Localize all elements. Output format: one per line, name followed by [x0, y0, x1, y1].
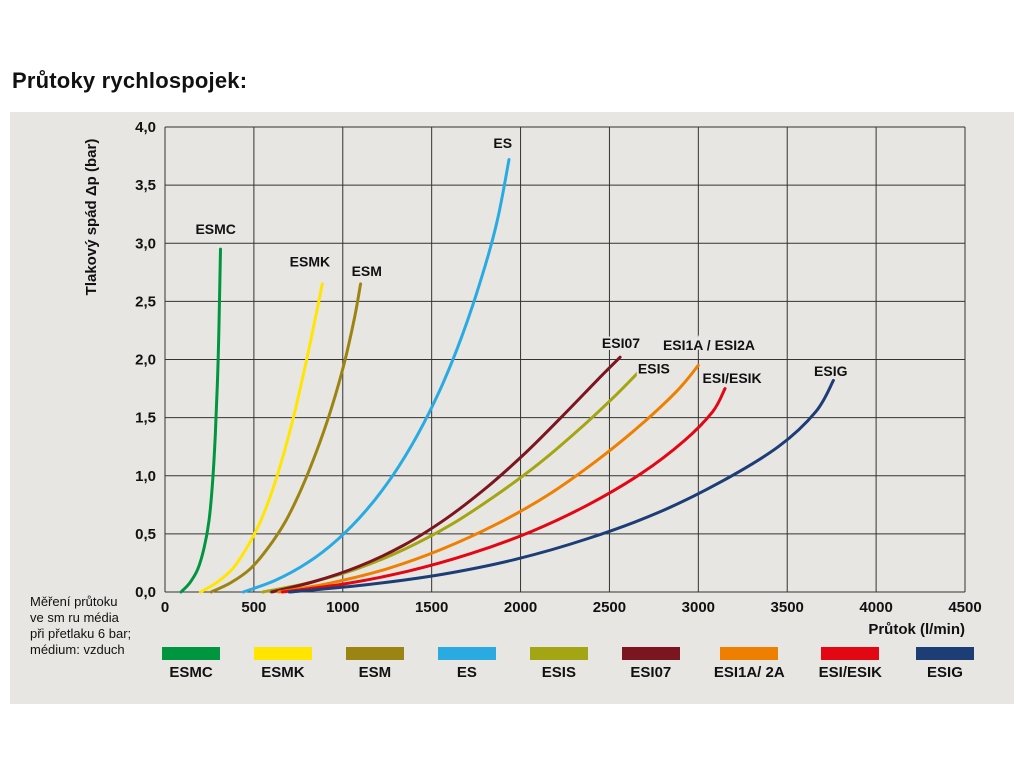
legend-swatch [915, 647, 974, 660]
legend-item: ESMK [253, 647, 312, 681]
x-tick-label: 500 [241, 599, 266, 616]
legend-swatch [621, 647, 680, 660]
y-tick-label: 1,0 [135, 468, 156, 485]
curve-label: ESIS [638, 360, 670, 376]
x-tick-label: 1500 [415, 599, 448, 616]
curve-label: ESI1A / ESI2A [663, 337, 755, 353]
legend-label: ESMK [261, 664, 305, 681]
legend-item: ESMC [162, 647, 220, 681]
y-axis-title: Tlakový spád Δp (bar) [83, 139, 100, 296]
legend-label: ESMC [169, 664, 213, 681]
legend-swatch [162, 647, 220, 660]
x-tick-label: 2500 [593, 599, 626, 616]
curve-label: ESMK [290, 254, 330, 270]
curve-label: ESM [352, 263, 382, 279]
legend-swatch [253, 647, 312, 660]
x-axis-title: Průtok (l/min) [868, 621, 965, 638]
curve-esmk [199, 282, 324, 594]
legend-swatch [821, 647, 880, 660]
legend-swatch [720, 647, 779, 660]
x-tick-label: 3500 [771, 599, 804, 616]
y-tick-label: 2,5 [135, 293, 156, 310]
legend-item: ESM [345, 647, 404, 681]
curve-label: ESI/ESIK [703, 370, 762, 386]
curve-esi1a-2a [277, 363, 700, 594]
legend-item: ESIS [529, 647, 588, 681]
legend-swatch [345, 647, 404, 660]
curve-label: ESI07 [602, 335, 640, 351]
page-title: Průtoky rychlospojek: [12, 68, 248, 93]
chart-panel: ESMC ESMK ESM ES ESIS ESI07 ESI1A / ESI2A ESI/E… [10, 112, 1014, 704]
curve-label: ESIG [814, 363, 848, 379]
legend-label: ESI1A/ 2A [713, 664, 785, 681]
legend-label: ESM [358, 664, 392, 681]
y-tick-label: 0,5 [135, 526, 156, 543]
legend-item: ESIG [915, 647, 974, 681]
legend-item: ESI/ESIK [819, 647, 882, 681]
chart-canvas: ESMC ESMK ESM ES ESIS ESI07 ESI1A / ESI2A ESI/E… [83, 119, 982, 638]
curve-label: ESMC [195, 221, 235, 237]
legend-label: ESIS [541, 664, 576, 681]
curve-esig [287, 378, 835, 594]
curve-esi-esik [280, 387, 727, 594]
x-tick-label: 4000 [859, 599, 892, 616]
legend-swatch [529, 647, 588, 660]
y-tick-label: 1,5 [135, 410, 156, 427]
y-tick-label: 3,5 [135, 177, 156, 194]
y-tick-label: 4,0 [135, 119, 156, 136]
legend-label: ESI/ESIK [818, 664, 883, 681]
legend-item: ESI1A/ 2A [714, 647, 785, 681]
x-tick-label: 3000 [682, 599, 715, 616]
curve-esm [209, 282, 363, 594]
y-tick-label: 0,0 [135, 584, 156, 601]
legend-swatch [437, 647, 496, 660]
measurement-note: Měření průtoku ve sm ru média při přetla… [30, 594, 132, 657]
curve-esi07 [270, 355, 622, 594]
legend: ESMC ESMK ESM ES ESIS ESI07 ESI1A/ 2A ESI/ESIK E… [162, 647, 974, 681]
x-tick-label: 4500 [948, 599, 981, 616]
legend-item: ES [437, 647, 496, 681]
legend-label: ES [456, 664, 477, 681]
y-tick-label: 3,0 [135, 235, 156, 252]
legend-label: ESI07 [630, 664, 672, 681]
legend-label: ESIG [927, 664, 963, 681]
x-tick-label: 2000 [504, 599, 537, 616]
curve-esmc [179, 247, 222, 594]
x-tick-label: 0 [161, 599, 169, 616]
curve-es [241, 158, 511, 594]
x-tick-label: 1000 [326, 599, 359, 616]
y-tick-label: 2,0 [135, 352, 156, 369]
curve-label: ES [493, 135, 512, 151]
legend-item: ESI07 [621, 647, 680, 681]
